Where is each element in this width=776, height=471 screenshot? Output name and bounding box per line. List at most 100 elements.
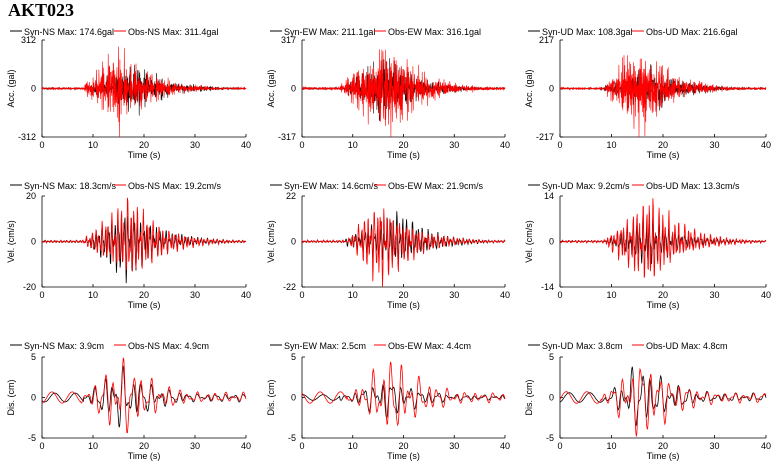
y-tick-label: -22 (283, 282, 296, 292)
y-tick-label: -317 (278, 132, 296, 142)
x-tick-label: 10 (88, 290, 98, 300)
x-tick-label: 10 (348, 140, 358, 150)
y-tick-label: 217 (539, 35, 554, 45)
x-tick-label: 30 (709, 290, 719, 300)
x-tick-label: 20 (398, 290, 408, 300)
x-tick-label: 20 (658, 290, 668, 300)
station-title: AKT023 (8, 0, 75, 20)
y-tick-label: 312 (21, 35, 36, 45)
x-tick-label: 0 (557, 441, 562, 451)
y-tick-label: 0 (549, 393, 554, 403)
series-line-obs-ud (559, 55, 767, 137)
y-axis-label: Dis. (cm) (524, 380, 534, 416)
x-tick-label: 0 (557, 290, 562, 300)
legend-label-syn: Syn-UD Max: 3.8cm (542, 341, 623, 351)
x-tick-label: 20 (139, 290, 149, 300)
y-tick-label: 0 (291, 84, 296, 94)
y-tick-label: -5 (546, 433, 554, 443)
y-tick-label: -14 (541, 282, 554, 292)
series-line-syn-ns (41, 364, 247, 428)
y-tick-label: -5 (288, 433, 296, 443)
legend-label-obs: Obs-UD Max: 13.3cm/s (646, 181, 740, 191)
y-tick-label: -217 (536, 132, 554, 142)
y-axis-label: Dis. (cm) (6, 380, 16, 416)
y-axis-label: Acc. (gal) (524, 69, 534, 107)
x-axis-label: Time (s) (128, 451, 161, 461)
x-tick-label: 40 (761, 441, 771, 451)
x-tick-label: 30 (190, 140, 200, 150)
x-tick-label: 10 (606, 140, 616, 150)
x-tick-label: 20 (398, 140, 408, 150)
legend-label-obs: Obs-NS Max: 19.2cm/s (128, 181, 222, 191)
x-tick-label: 40 (500, 290, 510, 300)
x-tick-label: 30 (449, 290, 459, 300)
y-axis-label: Vel. (cm/s) (6, 220, 16, 263)
x-tick-label: 0 (39, 140, 44, 150)
y-tick-label: -312 (18, 132, 36, 142)
series-line-obs-ud (559, 367, 767, 437)
legend-label-obs: Obs-UD Max: 216.6gal (646, 27, 738, 37)
legend-label-obs: Obs-EW Max: 4.4cm (388, 341, 471, 351)
x-tick-label: 40 (241, 441, 251, 451)
y-tick-label: 0 (549, 84, 554, 94)
chart-0-ud: Syn-UD Max: 108.3gal Obs-UD Max: 216.6gal… (524, 27, 771, 160)
legend-label-obs: Obs-NS Max: 311.4gal (128, 27, 218, 37)
x-tick-label: 0 (557, 140, 562, 150)
legend-label-syn: Syn-NS Max: 3.9cm (24, 341, 104, 351)
legend-label-syn: Syn-NS Max: 18.3cm/s (24, 181, 117, 191)
chart-0-ns: Syn-NS Max: 174.6gal Obs-NS Max: 311.4gal… (6, 27, 251, 160)
y-tick-label: 0 (291, 237, 296, 247)
x-tick-label: 40 (500, 140, 510, 150)
legend-label-obs: Obs-UD Max: 4.8cm (646, 341, 728, 351)
x-axis-label: Time (s) (387, 451, 420, 461)
x-tick-label: 40 (761, 140, 771, 150)
x-tick-label: 30 (190, 441, 200, 451)
legend-label-syn: Syn-EW Max: 2.5cm (284, 341, 366, 351)
x-tick-label: 20 (139, 140, 149, 150)
x-tick-label: 10 (88, 441, 98, 451)
x-tick-label: 30 (709, 441, 719, 451)
legend-label-syn: Syn-NS Max: 174.6gal (24, 27, 114, 37)
x-axis-label: Time (s) (128, 300, 161, 310)
x-tick-label: 0 (299, 290, 304, 300)
series-line-obs-ew (301, 208, 506, 287)
chart-1-ns: Syn-NS Max: 18.3cm/s Obs-NS Max: 19.2cm/s… (6, 181, 251, 310)
x-tick-label: 0 (299, 140, 304, 150)
legend-label-obs: Obs-NS Max: 4.9cm (128, 341, 209, 351)
x-tick-label: 20 (139, 441, 149, 451)
x-tick-label: 40 (500, 441, 510, 451)
x-tick-label: 0 (39, 290, 44, 300)
x-tick-label: 30 (449, 441, 459, 451)
x-tick-label: 30 (190, 290, 200, 300)
x-axis-label: Time (s) (387, 150, 420, 160)
x-axis-label: Time (s) (647, 150, 680, 160)
legend-label-syn: Syn-UD Max: 9.2cm/s (542, 181, 630, 191)
y-axis-label: Acc. (gal) (6, 69, 16, 107)
y-tick-label: 0 (549, 237, 554, 247)
legend-label-obs: Obs-EW Max: 316.1gal (388, 27, 481, 37)
y-tick-label: 5 (291, 352, 296, 362)
y-tick-label: 0 (31, 84, 36, 94)
series-line-obs-ew (301, 49, 506, 137)
y-axis-label: Vel. (cm/s) (266, 220, 276, 263)
x-axis-label: Time (s) (387, 300, 420, 310)
legend-label-syn: Syn-UD Max: 108.3gal (542, 27, 633, 37)
x-tick-label: 0 (39, 441, 44, 451)
legend-label-obs: Obs-EW Max: 21.9cm/s (388, 181, 484, 191)
y-tick-label: 0 (291, 393, 296, 403)
x-axis-label: Time (s) (647, 451, 680, 461)
y-axis-label: Acc. (gal) (266, 69, 276, 107)
y-tick-label: 0 (31, 237, 36, 247)
x-tick-label: 20 (658, 140, 668, 150)
y-tick-label: 22 (286, 191, 296, 201)
y-axis-label: Dis. (cm) (266, 380, 276, 416)
chart-1-ud: Syn-UD Max: 9.2cm/s Obs-UD Max: 13.3cm/s -… (524, 181, 771, 310)
y-tick-label: 5 (549, 352, 554, 362)
y-tick-label: 20 (26, 191, 36, 201)
x-tick-label: 40 (241, 140, 251, 150)
series-line-obs-ns (41, 46, 247, 137)
x-tick-label: 40 (241, 290, 251, 300)
y-tick-label: 0 (31, 393, 36, 403)
